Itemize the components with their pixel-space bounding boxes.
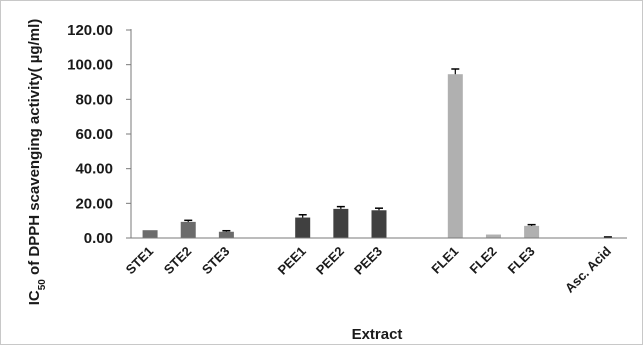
bar [524, 225, 540, 238]
bar [142, 230, 158, 238]
y-tick-label: 0.00 [84, 230, 113, 247]
y-tick-label: 80.00 [75, 91, 113, 108]
bars [142, 68, 616, 238]
y-tick-label: 40.00 [75, 161, 113, 178]
bar [180, 221, 196, 238]
x-axis: STE1 STE2 STE3 PEE1 PEE2 PEE3 FLE1 FLE2 FLE3 Asc.… [123, 237, 627, 296]
y-tick-label: 120.00 [67, 22, 113, 39]
x-tick-label: FLE2 [466, 244, 499, 277]
x-tick-label: FLE3 [505, 244, 538, 277]
bar [485, 234, 501, 238]
x-tick-label: STE3 [199, 244, 233, 278]
y-tick-label: 20.00 [75, 195, 113, 212]
bar [295, 217, 311, 238]
bar [333, 208, 349, 238]
bar [447, 74, 463, 238]
x-tick-label: STE1 [123, 244, 157, 278]
x-tick-label: PEE3 [351, 244, 385, 278]
bar [371, 210, 387, 238]
x-tick-label: PEE1 [275, 244, 309, 278]
x-tick-label: PEE2 [313, 244, 347, 278]
x-axis-title: Extract [352, 326, 403, 343]
y-tick-label: 60.00 [75, 126, 113, 143]
x-tick-label: Asc. Acid [562, 243, 614, 295]
x-tick-label: STE2 [161, 244, 195, 278]
y-axis-title: IC50 of DPPH scavenging activity( µg/ml) [26, 19, 48, 306]
bar [218, 231, 234, 238]
x-tick-label: FLE1 [428, 244, 461, 277]
y-axis: 0.00 20.00 40.00 60.00 80.00 100.00 120.00 [67, 22, 132, 247]
y-tick-label: 100.00 [67, 57, 113, 74]
